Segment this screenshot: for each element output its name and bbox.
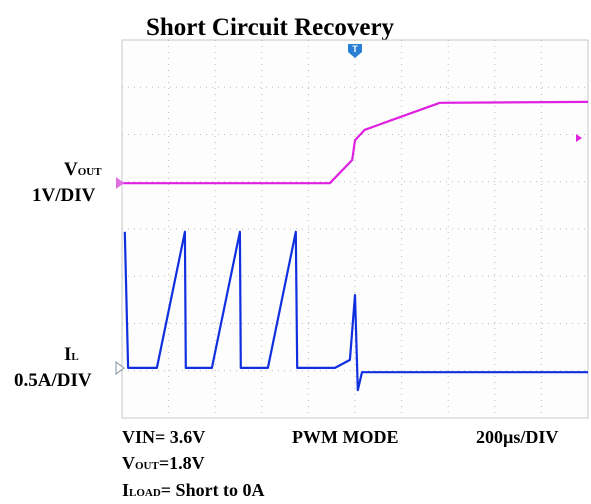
vout-scale: 1V/DIV xyxy=(32,185,96,206)
ch2-marker xyxy=(115,361,125,375)
value: =1.8V xyxy=(159,453,205,473)
symbol: I xyxy=(122,480,129,500)
trigger-marker xyxy=(348,44,362,58)
vin-note: VIN= 3.6V xyxy=(122,427,205,447)
il-scale: 0.5A/DIV xyxy=(14,370,92,391)
iload-note: ILOAD= Short to 0A xyxy=(122,480,265,500)
trigger-level-marker xyxy=(576,134,582,142)
vout-note: VOUT=1.8V xyxy=(122,453,205,473)
trace xyxy=(122,100,589,185)
mode-note: PWM MODE xyxy=(292,427,398,447)
trace xyxy=(123,230,588,392)
vout-label: VOUT xyxy=(64,159,102,180)
chart-title: Short Circuit Recovery xyxy=(146,14,395,41)
subscript: OUT xyxy=(135,460,160,472)
il-label: IL xyxy=(64,344,79,365)
subscript: LOAD xyxy=(129,487,161,499)
symbol: V xyxy=(64,159,78,180)
subscript: L xyxy=(71,351,78,363)
symbol: V xyxy=(122,453,135,473)
symbol: I xyxy=(64,344,71,365)
value: = Short to 0A xyxy=(161,480,265,500)
ch1-marker xyxy=(116,177,124,189)
timebase-note: 200µs/DIV xyxy=(476,427,558,447)
subscript: OUT xyxy=(78,166,103,178)
trigger-glyph: T xyxy=(352,44,358,54)
